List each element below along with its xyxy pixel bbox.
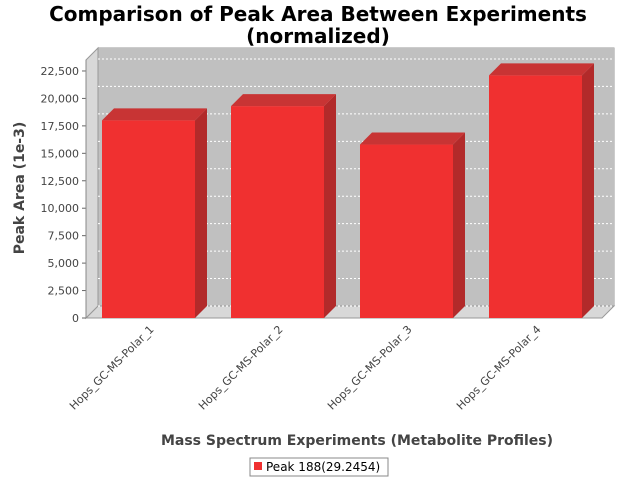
bar xyxy=(231,94,336,318)
y-axis: 0 2,500 5,000 7,500 10,000 12,500 15,000 17,500… xyxy=(41,60,87,325)
bar-side xyxy=(195,108,207,318)
chart-title-line-1: Comparison of Peak Area Between Experime… xyxy=(49,2,587,26)
chart-title-line-2: (normalized) xyxy=(246,24,390,48)
x-tick-label: Hops_GC-MS-Polar_1 xyxy=(67,323,157,413)
bar-side xyxy=(324,94,336,318)
x-axis-label: Mass Spectrum Experiments (Metabolite Pr… xyxy=(161,433,553,449)
bar-top xyxy=(489,63,594,76)
x-tick-label: Hops_GC-MS-Polar_4 xyxy=(454,323,544,413)
y-tick-label: 15,000 xyxy=(41,147,80,160)
legend-swatch xyxy=(254,462,262,470)
bar-front xyxy=(489,75,582,319)
bar-top xyxy=(231,94,336,107)
bar-front xyxy=(360,144,453,318)
y-tick-label: 12,500 xyxy=(41,175,80,188)
bar-top xyxy=(102,108,207,121)
bar xyxy=(489,63,594,319)
y-tick-label: 10,000 xyxy=(41,202,80,215)
x-tick-label: Hops_GC-MS-Polar_3 xyxy=(325,323,415,413)
y-tick-label: 22,500 xyxy=(41,65,80,78)
bar-top xyxy=(360,132,465,145)
y-tick-label: 0 xyxy=(72,312,79,325)
y-tick-label: 5,000 xyxy=(48,257,80,270)
legend: Peak 188(29.2454) xyxy=(249,457,389,477)
x-tick-label: Hops_GC-MS-Polar_2 xyxy=(196,323,286,413)
y-tick-label: 7,500 xyxy=(48,230,80,243)
bar-front xyxy=(102,120,195,318)
legend-entry-label: Peak 188(29.2454) xyxy=(266,460,380,474)
bar-side xyxy=(582,63,594,319)
x-axis: Hops_GC-MS-Polar_1 Hops_GC-MS-Polar_2 Hops… xyxy=(67,323,544,413)
bar xyxy=(102,108,207,318)
bar-side xyxy=(453,132,465,318)
y-tick-label: 2,500 xyxy=(48,285,80,298)
y-tick-label: 17,500 xyxy=(41,120,80,133)
legend-box xyxy=(249,457,389,477)
bars xyxy=(102,63,594,319)
bar-front xyxy=(231,106,324,318)
y-tick-label: 20,000 xyxy=(41,92,80,105)
y-axis-label: Peak Area (1e-3) xyxy=(12,122,28,255)
plot-left-wall xyxy=(85,46,99,320)
bar xyxy=(360,132,465,318)
